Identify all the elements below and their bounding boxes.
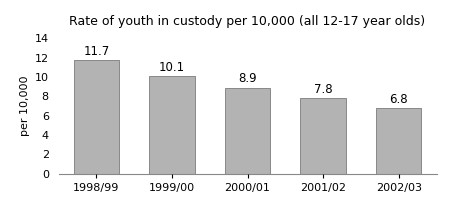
Bar xyxy=(376,108,421,174)
Y-axis label: per 10,000: per 10,000 xyxy=(21,76,31,136)
Text: 10.1: 10.1 xyxy=(159,61,185,74)
Text: 8.9: 8.9 xyxy=(238,72,257,85)
Text: 6.8: 6.8 xyxy=(389,92,408,106)
Text: 11.7: 11.7 xyxy=(83,45,109,58)
Text: 7.8: 7.8 xyxy=(314,83,333,96)
Bar xyxy=(149,76,194,174)
Bar xyxy=(225,88,270,174)
Text: Rate of youth in custody per 10,000 (all 12-17 year olds): Rate of youth in custody per 10,000 (all… xyxy=(69,15,426,28)
Bar xyxy=(74,60,119,174)
Bar xyxy=(301,98,346,174)
